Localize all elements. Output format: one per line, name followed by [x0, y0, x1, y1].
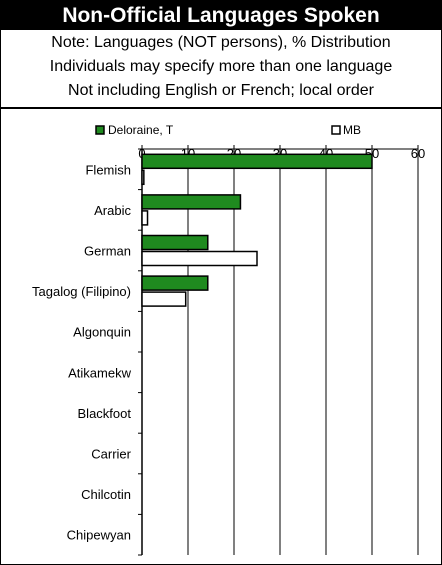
- note-line-3: Not including English or French; local o…: [68, 82, 374, 99]
- category-label: Chilcotin: [81, 487, 131, 502]
- category-label: Carrier: [91, 447, 131, 462]
- bar-deloraine-1: [141, 194, 242, 210]
- legend-label-2: MB: [343, 123, 361, 137]
- x-tick-label-60: 60: [411, 146, 425, 161]
- notes-block: Note: Languages (NOT persons), % Distrib…: [1, 31, 441, 109]
- bar-mb-3: [141, 291, 187, 307]
- category-label: Flemish: [85, 162, 131, 177]
- bar-deloraine-0: [141, 153, 373, 170]
- note-line-1: Note: Languages (NOT persons), % Distrib…: [51, 34, 391, 51]
- legend-label-1: Deloraine, T: [108, 123, 174, 137]
- bar-mb-2: [141, 250, 258, 267]
- chart-title: Non-Official Languages Spoken: [1, 1, 441, 30]
- category-label: Blackfoot: [78, 406, 132, 421]
- bar-mb-1: [141, 210, 149, 226]
- bar-deloraine-2: [141, 234, 209, 251]
- category-label: Tagalog (Filipino): [32, 284, 131, 299]
- category-label: Atikamekw: [68, 365, 131, 380]
- bar-chart: Deloraine, TMB0102030405060FlemishArabic…: [32, 123, 425, 556]
- bar-mb-0: [141, 169, 145, 186]
- category-label: German: [84, 244, 131, 259]
- category-label: Chipewyan: [67, 528, 131, 543]
- note-line-2: Individuals may specify more than one la…: [49, 58, 393, 75]
- category-label: Arabic: [94, 203, 131, 218]
- legend-swatch-1: [95, 125, 105, 135]
- bar-deloraine-3: [141, 275, 209, 291]
- category-label: Algonquin: [73, 325, 131, 340]
- legend-swatch-2: [331, 125, 341, 135]
